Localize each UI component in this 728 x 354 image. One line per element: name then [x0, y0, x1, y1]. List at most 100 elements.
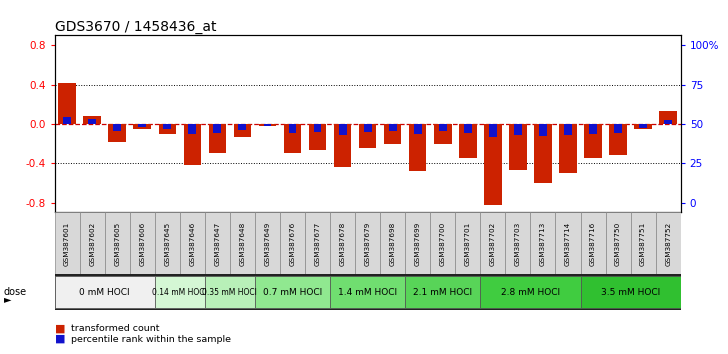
Bar — [555, 212, 580, 274]
Bar — [55, 276, 155, 308]
Bar — [138, 124, 146, 127]
Bar — [63, 117, 71, 124]
Bar — [255, 276, 330, 308]
Bar — [430, 212, 455, 274]
Bar — [105, 212, 130, 274]
Text: GSM387698: GSM387698 — [389, 221, 396, 266]
Text: 0.35 mM HOCl: 0.35 mM HOCl — [202, 287, 257, 297]
Bar — [330, 276, 405, 308]
Text: GSM387602: GSM387602 — [89, 221, 95, 266]
Text: 1.4 mM HOCl: 1.4 mM HOCl — [338, 287, 397, 297]
Bar — [334, 124, 352, 167]
Text: GSM387648: GSM387648 — [240, 221, 245, 266]
Text: dose: dose — [4, 287, 27, 297]
Text: GSM387716: GSM387716 — [590, 221, 596, 266]
Bar — [133, 124, 151, 129]
Bar — [464, 124, 472, 133]
Bar — [656, 212, 681, 274]
Text: ■: ■ — [55, 334, 65, 344]
Bar — [531, 212, 555, 274]
Bar — [580, 212, 606, 274]
Bar — [439, 124, 447, 131]
Bar — [88, 119, 96, 124]
Bar — [284, 124, 301, 153]
Bar — [114, 124, 121, 131]
Bar — [489, 124, 496, 137]
Bar — [209, 124, 226, 153]
Bar — [234, 124, 251, 137]
Bar — [405, 212, 430, 274]
Bar — [255, 212, 280, 274]
Bar — [509, 124, 526, 170]
Bar — [580, 276, 681, 308]
Text: GSM387647: GSM387647 — [214, 221, 221, 266]
Bar — [614, 124, 622, 133]
Text: GSM387701: GSM387701 — [464, 221, 471, 266]
Text: GSM387646: GSM387646 — [189, 221, 195, 266]
Bar — [183, 124, 201, 165]
Text: GSM387601: GSM387601 — [64, 221, 70, 266]
Bar — [359, 124, 376, 148]
Text: ►: ► — [4, 294, 11, 304]
Text: GSM387679: GSM387679 — [365, 221, 371, 266]
Text: GSM387751: GSM387751 — [640, 221, 646, 266]
Bar — [409, 124, 427, 171]
Bar — [130, 212, 155, 274]
Bar — [484, 124, 502, 205]
Text: GSM387713: GSM387713 — [540, 221, 546, 266]
Bar — [505, 212, 531, 274]
Bar — [414, 124, 422, 134]
Bar — [55, 212, 79, 274]
Text: GSM387677: GSM387677 — [314, 221, 320, 266]
Bar — [364, 124, 371, 132]
Bar — [155, 276, 205, 308]
Bar — [355, 212, 380, 274]
Bar — [205, 276, 255, 308]
Text: 3.5 mM HOCl: 3.5 mM HOCl — [601, 287, 660, 297]
Text: 2.1 mM HOCl: 2.1 mM HOCl — [414, 287, 472, 297]
Text: GDS3670 / 1458436_at: GDS3670 / 1458436_at — [55, 21, 216, 34]
Bar — [559, 124, 577, 173]
Bar — [264, 124, 272, 126]
Bar — [58, 82, 76, 124]
Bar — [108, 124, 126, 142]
Bar — [455, 212, 480, 274]
Text: GSM387649: GSM387649 — [264, 221, 271, 266]
Bar — [639, 124, 647, 128]
Bar — [288, 124, 296, 133]
Bar — [189, 124, 197, 134]
Bar — [630, 212, 656, 274]
Text: 0.14 mM HOCl: 0.14 mM HOCl — [152, 287, 207, 297]
Bar — [634, 124, 652, 129]
Bar — [280, 212, 305, 274]
Text: GSM387714: GSM387714 — [565, 221, 571, 266]
Text: GSM387703: GSM387703 — [515, 221, 521, 266]
Bar — [434, 124, 451, 144]
Text: GSM387606: GSM387606 — [139, 221, 146, 266]
Bar — [239, 124, 246, 130]
Bar — [405, 276, 480, 308]
Bar — [564, 124, 572, 135]
Text: GSM387750: GSM387750 — [615, 221, 621, 266]
Bar — [213, 124, 221, 133]
Text: transformed count: transformed count — [71, 324, 159, 333]
Text: GSM387700: GSM387700 — [440, 221, 446, 266]
Bar — [585, 124, 602, 158]
Bar — [180, 212, 205, 274]
Text: GSM387605: GSM387605 — [114, 221, 120, 266]
Bar — [309, 124, 326, 150]
Bar — [314, 124, 322, 132]
Bar — [606, 212, 630, 274]
Text: GSM387702: GSM387702 — [490, 221, 496, 266]
Text: GSM387676: GSM387676 — [290, 221, 296, 266]
Bar — [155, 212, 180, 274]
Bar — [480, 276, 580, 308]
Text: percentile rank within the sample: percentile rank within the sample — [71, 335, 231, 344]
Bar — [163, 124, 171, 129]
Bar — [84, 116, 101, 124]
Text: 0 mM HOCl: 0 mM HOCl — [79, 287, 130, 297]
Bar — [609, 124, 627, 155]
Bar — [539, 124, 547, 136]
Text: 0.7 mM HOCl: 0.7 mM HOCl — [263, 287, 322, 297]
Bar — [660, 111, 677, 124]
